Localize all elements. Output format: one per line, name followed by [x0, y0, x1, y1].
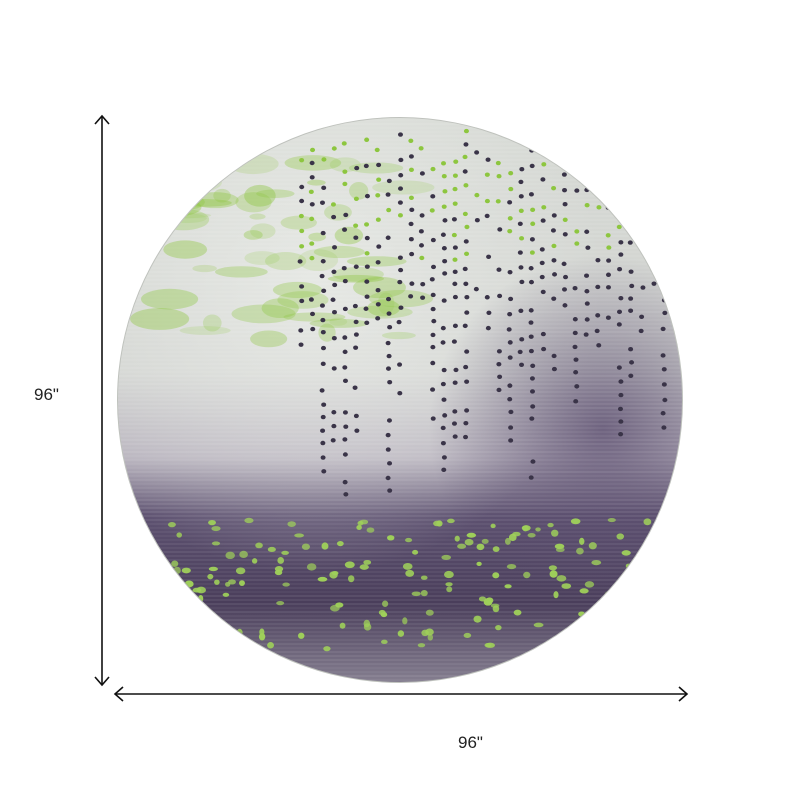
rug	[117, 117, 683, 683]
width-dimension-arrow	[113, 686, 689, 702]
height-label: 96"	[34, 385, 59, 404]
height-dimension-arrow	[94, 114, 110, 687]
width-label: 96"	[458, 733, 483, 752]
